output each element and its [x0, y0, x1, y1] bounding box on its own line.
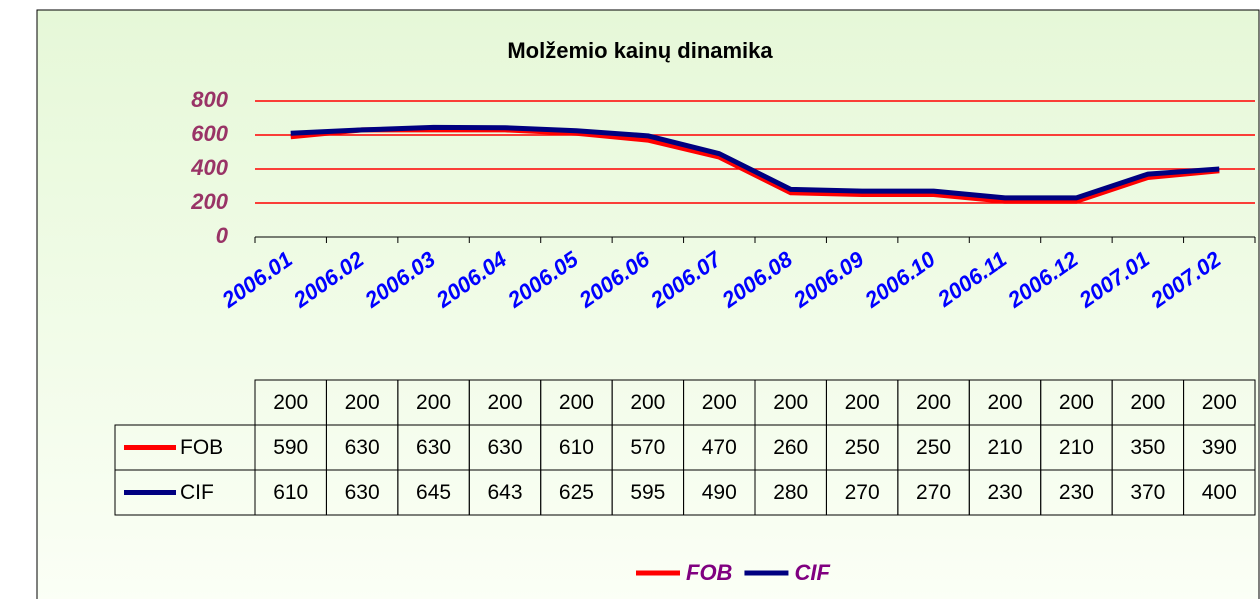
table-value: 230: [987, 481, 1022, 504]
table-value: 200: [345, 391, 380, 414]
table-value: 630: [345, 436, 380, 459]
table-value: 260: [773, 436, 808, 459]
table-series-name: CIF: [180, 481, 214, 504]
y-tick-label: 200: [190, 189, 228, 214]
chart-area: [36, 9, 1260, 599]
table-value: 643: [487, 481, 522, 504]
table-value: 200: [987, 391, 1022, 414]
table-value: 200: [916, 391, 951, 414]
series-line: [290, 124, 1220, 201]
table-value: 200: [630, 391, 665, 414]
table-value: 230: [1059, 481, 1094, 504]
table-value: 390: [1202, 436, 1237, 459]
table-value: 200: [1202, 391, 1237, 414]
chart-title: Molžemio kainų dinamika: [507, 38, 773, 63]
y-tick-label: 0: [216, 223, 229, 248]
table-value: 470: [702, 436, 737, 459]
table-value: 200: [273, 391, 308, 414]
table-value: 200: [559, 391, 594, 414]
table-cell: [1183, 469, 1256, 516]
table-row-header: [114, 469, 256, 516]
table-value: 595: [630, 481, 665, 504]
table-value: 200: [416, 391, 451, 414]
table-value: 210: [1059, 436, 1094, 459]
table-value: 490: [702, 481, 737, 504]
table-value: 200: [1059, 391, 1094, 414]
table-value: 645: [416, 481, 451, 504]
table-value: 200: [773, 391, 808, 414]
table-value: 610: [273, 481, 308, 504]
table-value: 210: [987, 436, 1022, 459]
y-tick-label: 600: [191, 121, 228, 146]
table-value: 370: [1130, 481, 1165, 504]
table-value: 570: [630, 436, 665, 459]
table-value: 250: [916, 436, 951, 459]
table-value: 200: [702, 391, 737, 414]
table-value: 270: [845, 481, 880, 504]
table-value: 610: [559, 436, 594, 459]
table-value: 250: [845, 436, 880, 459]
y-tick-label: 400: [190, 155, 228, 180]
table-value: 270: [916, 481, 951, 504]
table-value: 630: [416, 436, 451, 459]
table-value: 200: [487, 391, 522, 414]
table-value: 630: [345, 481, 380, 504]
y-tick-label: 800: [191, 87, 228, 112]
table-value: 590: [273, 436, 308, 459]
table-value: 630: [487, 436, 522, 459]
legend-label: FOB: [686, 560, 733, 585]
table-value: 400: [1202, 481, 1237, 504]
table-value: 280: [773, 481, 808, 504]
table-value: 200: [1130, 391, 1165, 414]
table-value: 625: [559, 481, 594, 504]
table-value: 200: [845, 391, 880, 414]
table-value: 350: [1130, 436, 1165, 459]
legend-label: CIF: [794, 560, 830, 585]
table-series-name: FOB: [180, 436, 223, 459]
